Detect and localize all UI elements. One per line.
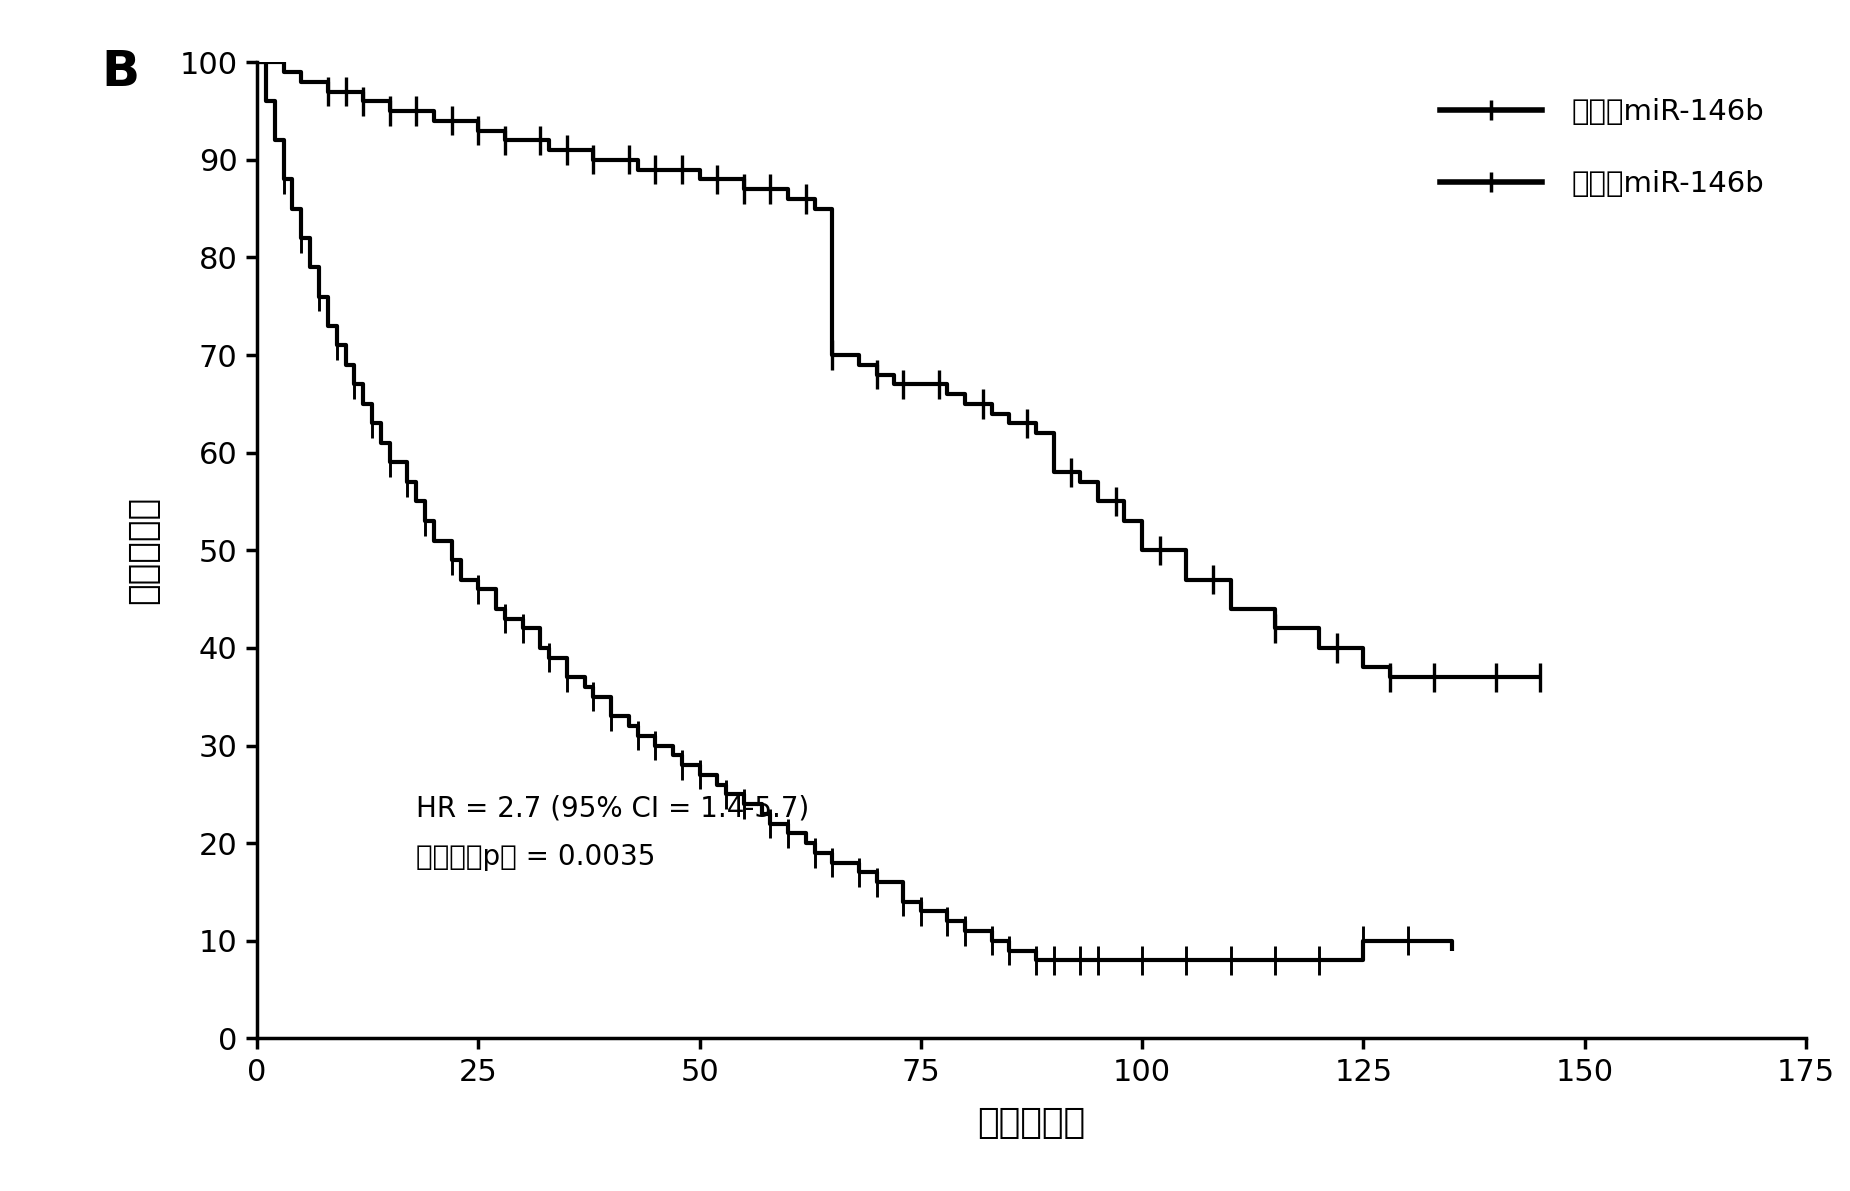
Legend: 高水平miR-146b, 低水平miR-146b: 高水平miR-146b, 低水平miR-146b bbox=[1428, 87, 1776, 210]
Text: HR = 2.7 (95% CI = 1.4-5.7): HR = 2.7 (95% CI = 1.4-5.7) bbox=[416, 794, 810, 822]
Y-axis label: 存活百分比: 存活百分比 bbox=[126, 497, 159, 604]
Text: B: B bbox=[102, 48, 141, 95]
Text: 时序检验p値 = 0.0035: 时序检验p値 = 0.0035 bbox=[416, 843, 655, 871]
X-axis label: 时间（月）: 时间（月） bbox=[977, 1106, 1086, 1140]
